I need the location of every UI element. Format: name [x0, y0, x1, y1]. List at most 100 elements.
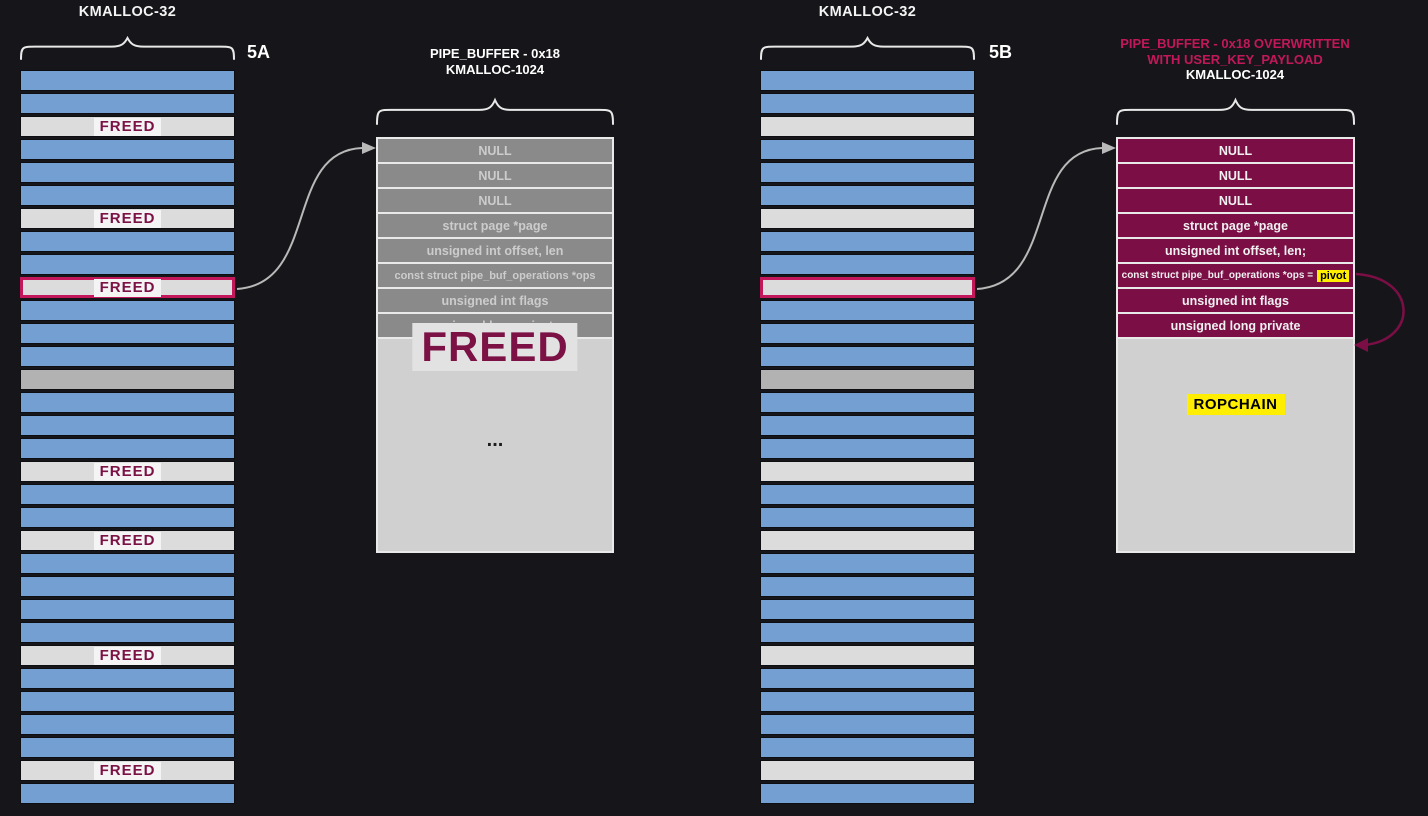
- slab-row-freed: [760, 461, 975, 482]
- slab-row-allocated: [20, 484, 235, 505]
- pivot-highlight: pivot: [1317, 269, 1350, 282]
- slab-row-allocated: [20, 438, 235, 459]
- freed-label: FREED: [93, 531, 162, 550]
- slab-row-allocated: [760, 139, 975, 160]
- pipe-title-5a-line1: PIPE_BUFFER - 0x18: [429, 46, 561, 61]
- pipe-field: struct page *page: [1118, 214, 1353, 239]
- slab-row-allocated: [760, 438, 975, 459]
- slab-row-allocated: [20, 70, 235, 91]
- slab-row-freed: [760, 116, 975, 137]
- slab-row-allocated: [760, 300, 975, 321]
- slab-row-allocated: [760, 553, 975, 574]
- pipe-field: const struct pipe_buf_operations *ops = p…: [1118, 264, 1353, 289]
- slab-row-allocated: [760, 162, 975, 183]
- arrow-5a-freed-to-pipe: [236, 142, 376, 290]
- pipe-field: NULL: [1118, 139, 1353, 164]
- slab-row-allocated: [20, 300, 235, 321]
- slab-row-allocated: [20, 737, 235, 758]
- pipe-field: NULL: [378, 189, 612, 214]
- brace-5b-pipe: [1116, 97, 1355, 125]
- slab-row-freed: FREED: [20, 461, 235, 482]
- slab-row-freed: FREED: [20, 645, 235, 666]
- freed-label: FREED: [93, 761, 162, 780]
- slab-row-freed: [760, 530, 975, 551]
- freed-label: FREED: [93, 646, 162, 665]
- slab-row-allocated: [20, 599, 235, 620]
- slab-row-allocated: [20, 507, 235, 528]
- slab-row-allocated: [20, 668, 235, 689]
- slab-row-allocated: [20, 392, 235, 413]
- pipe-buffer-5b: NULL NULL NULL struct page *page unsigned in…: [1116, 137, 1355, 553]
- pipe-title-5a: PIPE_BUFFER - 0x18 KMALLOC-1024: [376, 46, 614, 77]
- pipe-title-5b-line1: PIPE_BUFFER - 0x18 OVERWRITTEN: [1120, 36, 1350, 51]
- pipe-body-5a: FREED ...: [378, 323, 612, 551]
- slab-row-freed: [760, 645, 975, 666]
- slab-row-allocated: [20, 691, 235, 712]
- slab-row-freed: FREED: [20, 760, 235, 781]
- slab-row-allocated: [20, 162, 235, 183]
- pipe-field: const struct pipe_buf_operations *ops: [378, 264, 612, 289]
- pipe-field: NULL: [1118, 189, 1353, 214]
- slab-title-5b: KMALLOC-32: [818, 4, 917, 20]
- freed-label: FREED: [93, 209, 162, 228]
- ellipsis-label: ...: [486, 429, 504, 451]
- slab-row-allocated: [20, 622, 235, 643]
- pipe-title-5b: PIPE_BUFFER - 0x18 OVERWRITTEN WITH USER…: [1085, 36, 1385, 83]
- slab-row-allocated: [760, 599, 975, 620]
- slab-row-overwritten-target: [760, 277, 975, 298]
- pipe-field: NULL: [1118, 164, 1353, 189]
- pipe-body-5b: ROPCHAIN: [1118, 339, 1353, 551]
- slab-row-allocated: [760, 323, 975, 344]
- slab-row-allocated: [760, 622, 975, 643]
- brace-5b-slab: [760, 35, 975, 60]
- slab-row-freed: FREED: [20, 116, 235, 137]
- slab-row-allocated: [20, 231, 235, 252]
- slab-row-allocated: [20, 553, 235, 574]
- slab-row-allocated: [760, 70, 975, 91]
- panel-label-5b: 5B: [989, 42, 1013, 62]
- slab-row-allocated: [760, 484, 975, 505]
- pipe-field: unsigned int offset, len: [378, 239, 612, 264]
- freed-label: FREED: [93, 462, 162, 481]
- slab-row-allocated: [760, 783, 975, 804]
- brace-5a-slab: [20, 35, 235, 60]
- brace-5a-pipe: [376, 97, 614, 125]
- slab-row-allocated: [20, 323, 235, 344]
- freed-label: FREED: [93, 278, 162, 297]
- ropchain-label: ROPCHAIN: [1186, 394, 1285, 415]
- pipe-fields-5a: NULL NULL NULL struct page *page unsigned in…: [378, 139, 612, 339]
- panel-label-5a: 5A: [247, 42, 271, 62]
- pipe-field: unsigned int flags: [378, 289, 612, 314]
- slab-row-other: [20, 369, 235, 390]
- slab-row-allocated: [760, 93, 975, 114]
- freed-label: FREED: [93, 117, 162, 136]
- slab-row-freed-target: FREED: [20, 277, 235, 298]
- slab-row-allocated: [20, 576, 235, 597]
- slab-row-allocated: [20, 714, 235, 735]
- slab-row-allocated: [20, 254, 235, 275]
- slab-row-allocated: [760, 714, 975, 735]
- slab-row-allocated: [20, 415, 235, 436]
- pipe-title-5b-line2: WITH USER_KEY_PAYLOAD: [1147, 51, 1323, 67]
- pipe-field: unsigned long private: [1118, 314, 1353, 339]
- slab-row-allocated: [20, 93, 235, 114]
- slab-row-allocated: [760, 231, 975, 252]
- pipe-title-5a-line2: KMALLOC-1024: [445, 61, 545, 77]
- slab-row-allocated: [760, 507, 975, 528]
- slab-row-allocated: [760, 185, 975, 206]
- slab-row-allocated: [20, 783, 235, 804]
- slab-row-allocated: [760, 576, 975, 597]
- pipe-field: struct page *page: [378, 214, 612, 239]
- slab-rows-5b: [760, 70, 975, 806]
- slab-row-freed: FREED: [20, 530, 235, 551]
- pipe-buffer-5a: NULL NULL NULL struct page *page unsigned in…: [376, 137, 614, 553]
- slab-row-allocated: [760, 254, 975, 275]
- pipe-field: unsigned int flags: [1118, 289, 1353, 314]
- arrow-5b-freed-to-pipe: [976, 142, 1116, 290]
- pipe-field: NULL: [378, 139, 612, 164]
- arrow-pivot-to-ropchain: [1354, 272, 1405, 352]
- slab-rows-5a: FREED FREED FREED FREED FREED FREED FREED: [20, 70, 235, 806]
- slab-title-5a: KMALLOC-32: [78, 4, 177, 20]
- slab-row-freed: [760, 760, 975, 781]
- pipe-field: NULL: [378, 164, 612, 189]
